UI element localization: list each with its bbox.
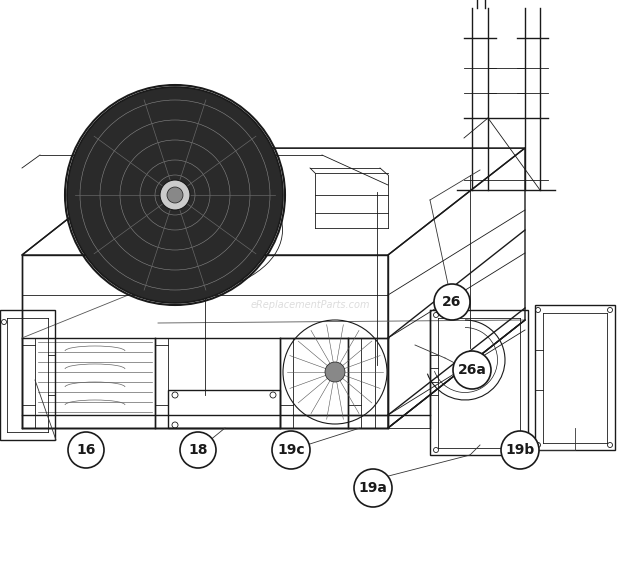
Circle shape: [167, 187, 183, 203]
Text: 19a: 19a: [358, 481, 388, 495]
Circle shape: [160, 180, 190, 210]
Circle shape: [501, 431, 539, 469]
Circle shape: [325, 362, 345, 382]
Circle shape: [68, 432, 104, 468]
Text: 16: 16: [76, 443, 95, 457]
Circle shape: [180, 432, 216, 468]
Circle shape: [67, 87, 283, 303]
Text: 19b: 19b: [505, 443, 534, 457]
Circle shape: [272, 431, 310, 469]
Text: 26a: 26a: [458, 363, 487, 377]
Text: 26: 26: [442, 295, 462, 309]
Text: 18: 18: [188, 443, 208, 457]
Text: eReplacementParts.com: eReplacementParts.com: [250, 300, 370, 310]
Circle shape: [354, 469, 392, 507]
Text: 19c: 19c: [277, 443, 305, 457]
Circle shape: [434, 284, 470, 320]
Circle shape: [453, 351, 491, 389]
